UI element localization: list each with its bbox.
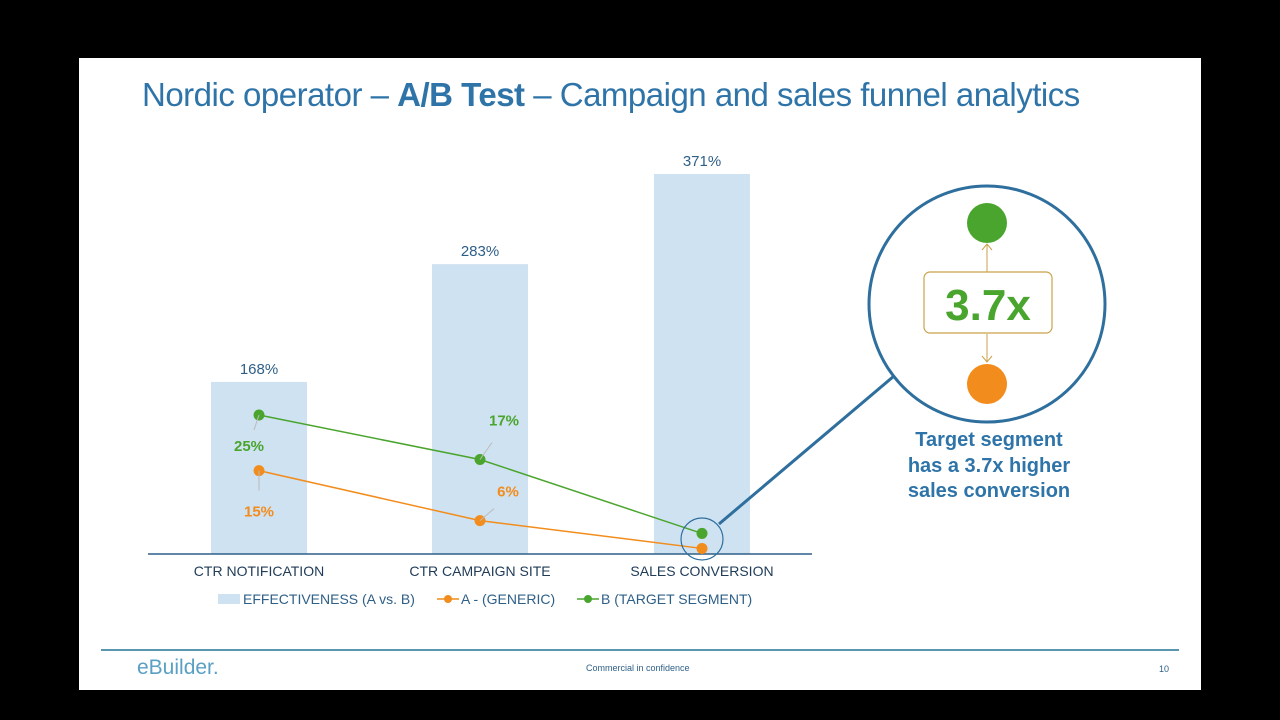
footer-divider bbox=[101, 649, 1179, 651]
confidential-label: Commercial in confidence bbox=[586, 663, 690, 673]
bar-label: 168% bbox=[240, 361, 278, 378]
title-bold: A/B Test bbox=[397, 76, 525, 113]
bar-effectiveness bbox=[654, 174, 750, 554]
logo: eBuilder. bbox=[137, 656, 219, 679]
legend-label: EFFECTIVENESS (A vs. B) bbox=[243, 591, 415, 607]
bar-label: 283% bbox=[461, 243, 499, 260]
chart: 168% 283% 371% CTR NOTIFICATION CTR CAMPAIGN… bbox=[148, 153, 1107, 607]
legend-label: A - (GENERIC) bbox=[461, 591, 555, 607]
page-number: 10 bbox=[1159, 664, 1170, 674]
legend-marker-a bbox=[444, 595, 452, 603]
data-label-A: 6% bbox=[497, 484, 519, 501]
callout-text: Target segment has a 3.7x higher sales c… bbox=[859, 428, 1119, 505]
leader-line bbox=[253, 414, 260, 431]
x-tick-label: SALES CONVERSION bbox=[630, 563, 773, 579]
connector-line bbox=[718, 374, 895, 526]
legend-marker-b bbox=[584, 595, 592, 603]
x-tick-label: CTR CAMPAIGN SITE bbox=[409, 563, 550, 579]
b-dot bbox=[967, 203, 1007, 243]
ratio-box bbox=[923, 271, 1053, 334]
title-suffix: – Campaign and sales funnel analytics bbox=[524, 76, 1080, 113]
a-dot bbox=[967, 364, 1007, 404]
point-A bbox=[696, 542, 708, 554]
arrow-down-head bbox=[981, 355, 993, 363]
slide: Nordic operator – A/B Test – Campaign an… bbox=[79, 58, 1201, 690]
data-label-A: 15% bbox=[244, 504, 274, 521]
point-B bbox=[696, 527, 708, 539]
title-prefix: Nordic operator – bbox=[142, 76, 398, 113]
legend-swatch-bar bbox=[218, 594, 240, 604]
leader-line bbox=[479, 442, 493, 460]
callout-line: sales conversion bbox=[907, 480, 1071, 502]
page-title: Nordic operator – A/B Test – Campaign an… bbox=[142, 76, 1080, 114]
data-label-B: 25% bbox=[234, 438, 264, 455]
legend-label: B (TARGET SEGMENT) bbox=[601, 591, 752, 607]
callout-line: Target segment bbox=[915, 429, 1063, 451]
ratio-value: 3.7x bbox=[945, 281, 1031, 330]
highlight-circle bbox=[680, 517, 724, 561]
data-label-B: 17% bbox=[489, 412, 519, 429]
callout-line: has a 3.7x higher bbox=[907, 454, 1071, 477]
leader-line bbox=[479, 508, 495, 522]
x-tick-label: CTR NOTIFICATION bbox=[194, 563, 324, 579]
bar-effectiveness bbox=[432, 264, 528, 554]
arrow-up-head bbox=[981, 243, 993, 251]
bar-label: 371% bbox=[683, 153, 721, 170]
